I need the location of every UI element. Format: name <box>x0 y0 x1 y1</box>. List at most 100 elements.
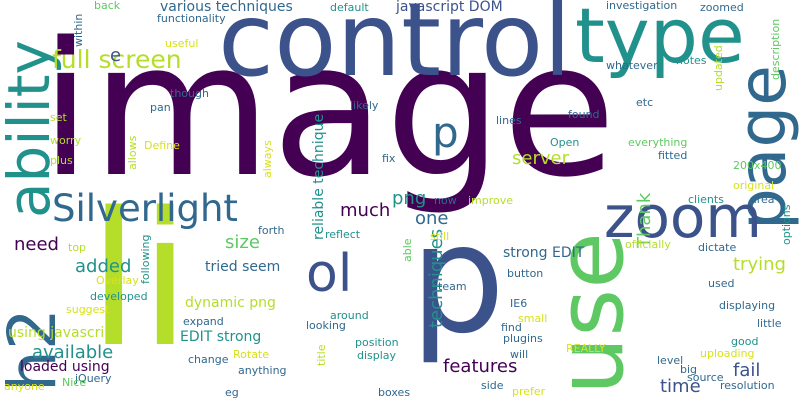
cloud-word-displaying: displaying <box>719 299 776 312</box>
cloud-word-type: type <box>575 0 745 80</box>
cloud-word-display: display <box>357 349 397 362</box>
cloud-word-investigation: investigation <box>606 0 678 12</box>
cloud-word-200x400: 200x400 <box>733 159 782 172</box>
cloud-word-boxes: boxes <box>378 386 411 399</box>
cloud-word-need: need <box>14 234 59 255</box>
cloud-word-features: features <box>443 356 518 377</box>
cloud-word-p: p <box>432 108 459 157</box>
cloud-word-various-techniques: various techniques <box>160 0 293 15</box>
cloud-word-developed: developed <box>90 290 148 303</box>
cloud-word-added: added <box>75 256 132 277</box>
cloud-word-small: small <box>518 312 548 325</box>
cloud-word-default: default <box>330 1 369 14</box>
cloud-word-pan: pan <box>150 101 171 114</box>
cloud-word-define: Define <box>144 139 180 152</box>
cloud-word-fitted: fitted <box>658 149 688 162</box>
cloud-word-anything: anything <box>238 364 287 377</box>
cloud-word-found: found <box>568 108 600 121</box>
cloud-word-within: within <box>72 13 85 47</box>
cloud-word-title: title <box>315 344 328 366</box>
cloud-word-functionality: functionality <box>157 12 226 25</box>
cloud-word-level: level <box>657 354 684 367</box>
cloud-word-server: server <box>512 148 569 169</box>
cloud-word-resolution: resolution <box>720 379 775 392</box>
cloud-word-change: change <box>188 353 229 366</box>
cloud-word-good: good <box>731 335 759 348</box>
cloud-word-find: find <box>501 321 522 334</box>
cloud-word-updated: updated <box>712 45 725 91</box>
cloud-word-zoomed: zoomed <box>700 1 744 14</box>
cloud-word-clients: clients <box>688 193 724 206</box>
cloud-word-whatever: whatever <box>606 59 658 72</box>
cloud-word-silverlight: Silverlight <box>52 187 238 230</box>
cloud-word-forth: forth <box>258 224 285 237</box>
cloud-word-dynamic-png: dynamic png <box>185 295 276 311</box>
cloud-word-nice: Nice <box>62 376 87 389</box>
cloud-word-rotate: Rotate <box>233 348 270 361</box>
cloud-word-eg: eg <box>225 386 239 399</box>
cloud-word-e: e <box>110 45 122 66</box>
cloud-word-plugins: plugins <box>503 332 543 345</box>
cloud-word-tried-seem: tried seem <box>205 259 281 275</box>
cloud-word-button: button <box>507 267 544 280</box>
cloud-word-following: following <box>139 234 152 284</box>
cloud-word-big: big <box>680 363 698 376</box>
cloud-word-control: control <box>218 0 572 100</box>
cloud-word-able: able <box>401 238 414 262</box>
cloud-word-available: available <box>32 342 114 363</box>
cloud-word-anyone: anyone <box>4 380 45 393</box>
cloud-word-size: size <box>225 232 260 253</box>
cloud-word-jquery: jQuery <box>75 372 112 385</box>
cloud-word-javascript-dom: javascript DOM <box>396 0 503 15</box>
cloud-word-zoom: zoom <box>604 183 762 251</box>
cloud-word-everything: everything <box>628 136 688 149</box>
cloud-word-notes: notes <box>676 54 707 67</box>
cloud-word-loaded-using: loaded using <box>20 359 110 375</box>
cloud-word-fail: fail <box>733 360 761 381</box>
cloud-word-side: side <box>481 379 504 392</box>
cloud-word-uploading: uploading <box>700 347 755 360</box>
cloud-word-now: now <box>434 194 457 207</box>
cloud-word-original: original <box>733 179 775 192</box>
cloud-word-suggest: suggest <box>66 303 110 316</box>
cloud-word-fix: fix <box>382 152 396 165</box>
cloud-word-worry: worry <box>50 134 82 147</box>
cloud-word-open: Open <box>550 136 580 149</box>
cloud-word-reflect: reflect <box>325 228 361 241</box>
cloud-word-plus: plus <box>50 154 73 167</box>
cloud-word-team: team <box>438 280 467 293</box>
cloud-word-likely: likely <box>350 99 379 112</box>
cloud-word-improve: improve <box>468 194 514 207</box>
cloud-word-image: image <box>40 2 617 218</box>
cloud-word-overlay: Overlay <box>96 274 139 287</box>
cloud-word-etc: etc <box>636 96 654 109</box>
cloud-word-options: options <box>780 204 793 245</box>
cloud-word-around: around <box>330 309 369 322</box>
cloud-word-area: area <box>750 193 775 206</box>
cloud-word-edit-strong: EDIT strong <box>180 329 262 345</box>
cloud-word-ol: ol <box>306 244 353 304</box>
cloud-word-will: will <box>510 348 529 361</box>
cloud-word-top: top <box>68 241 87 254</box>
cloud-word-one: one <box>415 208 449 229</box>
cloud-word-reliable-technique: reliable technique <box>311 113 327 240</box>
cloud-word-time: time <box>660 376 701 397</box>
cloud-word-using-javascript: using javascript <box>8 325 119 341</box>
cloud-word-trying: trying <box>733 254 786 275</box>
cloud-word-used: used <box>708 277 735 290</box>
cloud-word-lines: lines <box>496 114 522 127</box>
cloud-word-source: source <box>687 371 724 384</box>
cloud-word-dictate: dictate <box>698 241 737 254</box>
cloud-word-back: back <box>94 0 121 12</box>
cloud-word-strong-edit: strong EDIT <box>503 245 585 261</box>
cloud-word-little: little <box>757 317 782 330</box>
cloud-word-useful: useful <box>165 37 199 50</box>
cloud-word-ability: ability <box>0 40 63 218</box>
cloud-word-expand: expand <box>183 315 224 328</box>
cloud-word-full-screen: full screen <box>52 45 182 74</box>
cloud-word-li: li <box>88 172 191 388</box>
cloud-word-description: description <box>769 18 782 80</box>
cloud-word-looking: looking <box>306 319 346 332</box>
cloud-word-allows: allows <box>126 135 139 170</box>
